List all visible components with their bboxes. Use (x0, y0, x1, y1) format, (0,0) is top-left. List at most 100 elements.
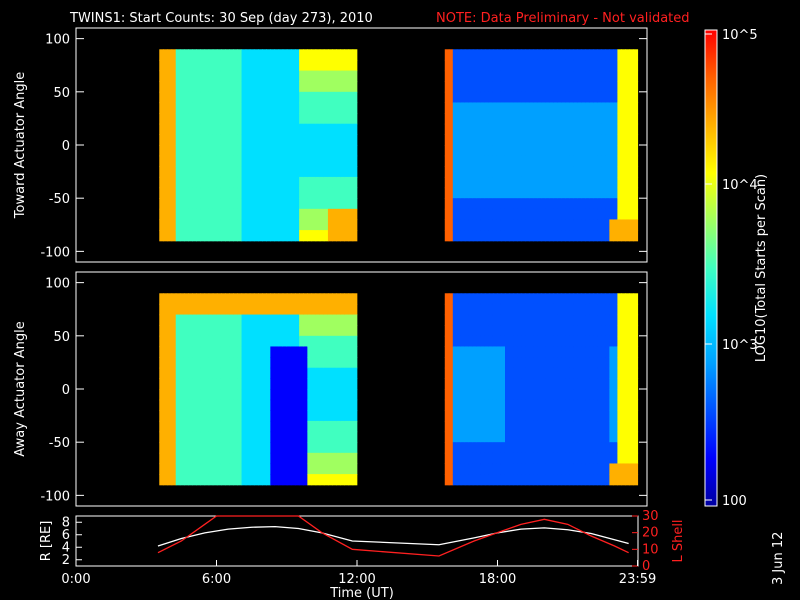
heatmap-cell (348, 176, 354, 189)
heatmap-cell (344, 123, 350, 135)
heatmap-cell (274, 59, 280, 72)
heatmap-cell (585, 420, 590, 433)
heatmap-cell (282, 346, 288, 358)
heatmap-cell (496, 198, 502, 210)
heatmap-cell (577, 293, 582, 305)
heatmap-cell (597, 176, 602, 189)
heatmap-cell (537, 293, 542, 305)
heatmap-cell (569, 208, 574, 221)
heatmap-cell (348, 357, 354, 369)
ytick-label: 0 (62, 139, 70, 154)
heatmap-cell (496, 452, 502, 465)
heatmap-cell (537, 325, 542, 337)
heatmap-cell (159, 166, 164, 178)
heatmap-cell (565, 123, 570, 135)
heatmap-cell (500, 452, 506, 465)
heatmap-cell (525, 378, 530, 390)
heatmap-cell (448, 155, 454, 167)
heatmap-cell (229, 314, 234, 326)
heatmap-cell (581, 81, 586, 93)
colorbar-tick-label: 10^5 (722, 28, 758, 43)
heatmap-cell (323, 91, 329, 104)
heatmap-cell (613, 463, 619, 475)
heatmap-cell (565, 431, 570, 443)
heatmap-cell (613, 314, 619, 326)
heatmap-cell (295, 176, 300, 189)
heatmap-cell (464, 81, 470, 93)
heatmap-cell (253, 81, 259, 93)
heatmap-cell (179, 378, 185, 390)
heatmap-cell (200, 325, 206, 337)
heatmap-cell (278, 81, 284, 93)
heatmap-cell (352, 113, 358, 125)
heatmap-cell (589, 176, 594, 189)
heatmap-cell (488, 389, 494, 401)
heatmap-cell (253, 335, 259, 348)
heatmap-cell (585, 357, 590, 369)
heatmap-cell (448, 346, 454, 358)
heatmap-cell (188, 442, 193, 454)
heatmap-cell (163, 420, 169, 433)
heatmap-cell (617, 293, 623, 305)
heatmap-cell (629, 102, 635, 114)
heatmap-cell (192, 70, 197, 82)
heatmap-cell (278, 49, 284, 61)
heatmap-cell (278, 91, 284, 104)
heatmap-cell (290, 346, 296, 358)
heatmap-cell (476, 176, 482, 189)
heatmap-cell (500, 155, 506, 167)
heatmap-cell (216, 102, 222, 114)
heatmap-cell (299, 102, 304, 114)
heatmap-cell (541, 102, 546, 114)
heatmap-cell (175, 293, 181, 305)
heatmap-cell (175, 399, 181, 411)
heatmap-cell (629, 399, 635, 411)
heatmap-cell (278, 335, 284, 348)
heatmap-cell (553, 314, 558, 326)
heatmap-cell (336, 208, 341, 221)
heatmap-cell (581, 145, 586, 157)
heatmap-cell (513, 59, 518, 72)
heatmap-cell (315, 113, 321, 125)
heatmap-cell (468, 293, 474, 305)
heatmap-cell (573, 102, 578, 114)
heatmap-cell (589, 431, 594, 443)
heatmap-cell (299, 91, 304, 104)
heatmap-cell (311, 134, 317, 146)
heatmap-cell (303, 463, 308, 475)
heatmap-cell (274, 230, 280, 242)
heatmap-cell (472, 166, 478, 178)
heatmap-cell (163, 463, 169, 475)
heatmap-cell (460, 81, 466, 93)
heatmap-cell (179, 219, 185, 231)
heatmap-cell (249, 145, 255, 157)
heatmap-cell (319, 389, 325, 401)
heatmap-cell (492, 208, 498, 221)
heatmap-cell (167, 335, 173, 348)
heatmap-cell (225, 219, 230, 231)
heatmap-cell (565, 145, 570, 157)
heatmap-cell (340, 155, 345, 167)
heatmap-cell (553, 399, 558, 411)
heatmap-cell (537, 357, 542, 369)
heatmap-cell (204, 346, 210, 358)
heatmap-cell (492, 399, 498, 411)
heatmap-cell (204, 208, 210, 221)
heatmap-cell (492, 367, 498, 379)
heatmap-cell (529, 113, 534, 125)
heatmap-cell (444, 463, 450, 475)
ytick-label: 6 (62, 528, 70, 543)
heatmap-cell (452, 198, 458, 210)
heatmap-cell (192, 59, 197, 72)
heatmap-cell (589, 399, 594, 411)
heatmap-cell (537, 420, 542, 433)
heatmap-cell (448, 452, 454, 465)
heatmap-cell (609, 303, 614, 316)
heatmap-cell (504, 431, 510, 443)
heatmap-cell (577, 219, 582, 231)
heatmap-cell (274, 166, 280, 178)
heatmap-cell (565, 187, 570, 199)
heatmap-cell (352, 410, 358, 422)
heatmap-cell (274, 303, 280, 316)
